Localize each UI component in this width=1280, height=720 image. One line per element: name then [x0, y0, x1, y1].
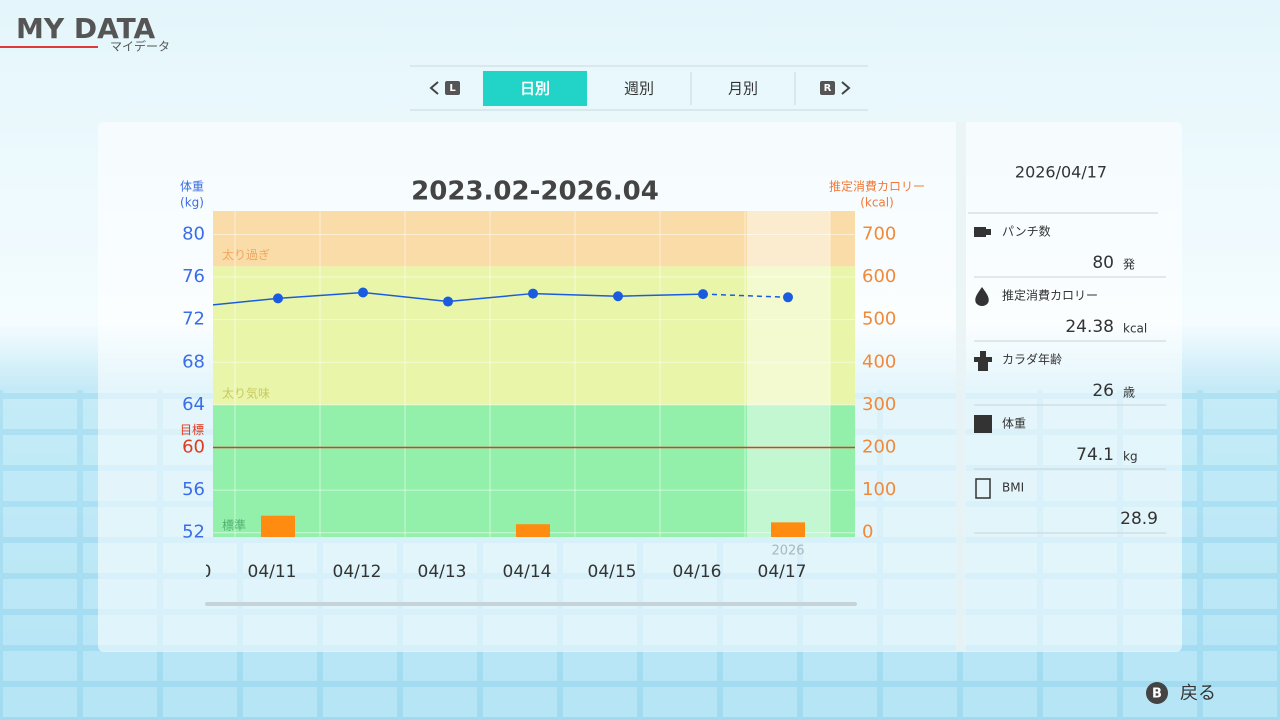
y2-tick-label: 500	[862, 309, 896, 330]
selected-year: 2026	[771, 544, 804, 559]
calorie-bar	[516, 524, 550, 537]
y2-tick-label: 600	[862, 266, 896, 287]
b-button-label: B	[1152, 687, 1162, 702]
zone-label: 太り気味	[222, 385, 270, 400]
left-arrow[interactable]	[429, 81, 439, 95]
side-date: 2026/04/17	[1015, 163, 1107, 182]
y-tick-label: 52	[182, 522, 205, 543]
goal-label: 目標	[180, 423, 204, 437]
item-label: パンチ数	[1002, 224, 1051, 239]
zone-label: 標準	[222, 518, 246, 533]
x-tick-label: 04/10	[163, 562, 212, 582]
y2-tick-label: 700	[862, 223, 896, 244]
item-value: 74.1	[1076, 445, 1114, 465]
y-tick-label: 56	[182, 479, 205, 500]
y-tick-label: 68	[182, 351, 205, 372]
item-unit: kg	[1123, 450, 1138, 464]
item-label: BMI	[1002, 481, 1024, 495]
chart-title: 2023.02-2026.04	[411, 177, 659, 207]
item-label: 体重	[1002, 417, 1026, 431]
l-button-label: L	[449, 83, 456, 94]
x-axis-labels: 04/10 04/11 04/12 04/13 04/14 04/15 04/16 04/17	[163, 562, 807, 582]
plot-area	[213, 211, 855, 537]
y2-tick-label: 0	[862, 522, 873, 543]
item-unit: 発	[1123, 258, 1135, 272]
item-icon	[974, 415, 992, 433]
weight-point	[613, 291, 623, 302]
item-icon	[974, 351, 992, 371]
item-icon	[975, 478, 991, 499]
x-tick-label: 04/12	[333, 562, 382, 582]
y2-tick-label: 100	[862, 479, 896, 500]
y2-axis-label: 推定消費カロリー	[829, 179, 925, 194]
header-title: MY DATA	[16, 12, 156, 45]
weight-point	[358, 287, 368, 298]
right-arrow[interactable]	[841, 81, 851, 95]
x-tick-label: 04/11	[248, 562, 297, 582]
y-axis-unit: (kg)	[180, 196, 204, 210]
item-value: 26	[1092, 381, 1114, 401]
item-label: 推定消費カロリー	[1002, 288, 1098, 303]
tab-active	[483, 71, 587, 106]
weight-point	[783, 292, 793, 303]
tab-bar: L R 日別 週別 月別	[410, 65, 868, 111]
weight-point	[698, 289, 708, 300]
tab-label[interactable]: 日別	[520, 80, 550, 98]
selected-column	[747, 211, 830, 537]
x-tick-label: 04/14	[503, 562, 552, 582]
tab-label[interactable]: 週別	[624, 80, 654, 98]
y-tick-label: 60	[182, 437, 205, 458]
y2-tick-label: 200	[862, 437, 896, 458]
item-icon	[975, 287, 989, 306]
x-tick-label: 04/17	[758, 562, 807, 582]
y2-tick-label: 400	[862, 351, 896, 372]
r-button[interactable]	[820, 81, 835, 95]
calorie-bar	[261, 515, 295, 537]
item-unit: kcal	[1123, 322, 1147, 336]
zone-label: 太り過ぎ	[222, 247, 270, 262]
header-subtitle: マイデータ	[110, 39, 170, 54]
item-value: 80	[1092, 253, 1114, 273]
back-label[interactable]: 戻る	[1180, 683, 1216, 704]
panel-divider	[956, 122, 966, 652]
item-label: カラダ年齢	[1002, 352, 1062, 367]
weight-point	[528, 288, 538, 299]
x-tick-label: 04/15	[588, 562, 637, 582]
x-tick-label: 04/13	[418, 562, 467, 582]
item-icon	[974, 227, 991, 237]
y-tick-label: 80	[182, 223, 205, 244]
calorie-bar	[771, 522, 805, 537]
item-value: 28.9	[1120, 509, 1158, 529]
y-tick-label: 76	[182, 266, 205, 287]
l-button[interactable]	[445, 81, 460, 95]
item-unit: 歳	[1123, 386, 1135, 400]
x-tick-label: 04/16	[673, 562, 722, 582]
y2-axis-unit: (kcal)	[860, 196, 894, 210]
item-value: 24.38	[1065, 317, 1114, 337]
y2-tick-label: 300	[862, 394, 896, 415]
r-button-label: R	[824, 83, 832, 94]
b-button[interactable]	[1146, 682, 1168, 704]
y-tick-label: 64	[182, 394, 205, 415]
y-tick-label: 72	[182, 309, 205, 330]
tab-label[interactable]: 月別	[728, 80, 758, 98]
weight-point	[443, 296, 453, 307]
weight-point	[273, 293, 283, 304]
y-axis-label: 体重	[180, 180, 204, 194]
